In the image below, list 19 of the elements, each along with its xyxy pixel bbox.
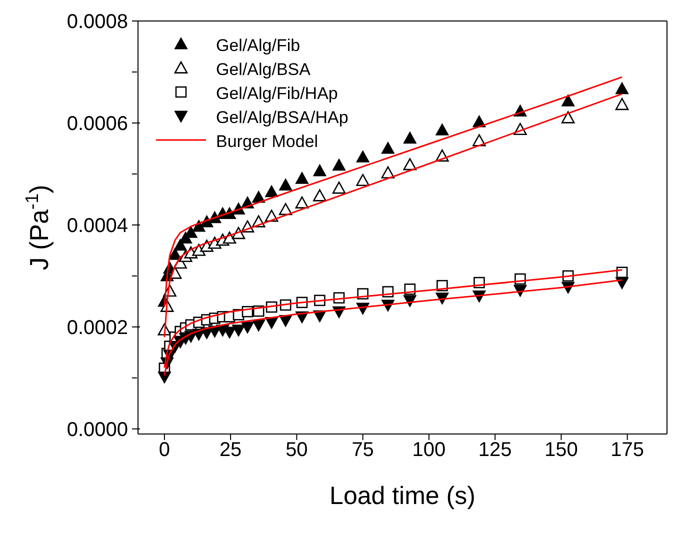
y-tick-label: 0.0000 bbox=[66, 418, 128, 441]
legend-label: Gel/Alg/Fib bbox=[216, 36, 300, 55]
legend-label: Gel/Alg/BSA/HAp bbox=[216, 108, 348, 127]
x-tick-label: 75 bbox=[352, 439, 374, 462]
legend-label: Gel/Alg/BSA bbox=[216, 60, 312, 79]
y-tick-label: 0.0004 bbox=[66, 214, 128, 237]
x-tick-label: 25 bbox=[219, 439, 242, 462]
y-tick-label: 0.0002 bbox=[66, 316, 128, 339]
x-tick-label: 50 bbox=[286, 439, 308, 462]
legend-label: Burger Model bbox=[216, 132, 318, 151]
y-tick-label: 0.0006 bbox=[66, 112, 128, 135]
x-tick-label: 125 bbox=[478, 439, 512, 462]
y-tick-label: 0.0008 bbox=[66, 11, 128, 33]
x-tick-label: 0 bbox=[158, 439, 170, 462]
x-tick-label: 175 bbox=[610, 439, 644, 462]
x-axis-title: Load time (s) bbox=[330, 482, 476, 510]
x-tick-label: 100 bbox=[412, 439, 446, 462]
legend-label: Gel/Alg/Fib/HAp bbox=[216, 84, 338, 103]
x-tick-label: 150 bbox=[544, 439, 578, 462]
